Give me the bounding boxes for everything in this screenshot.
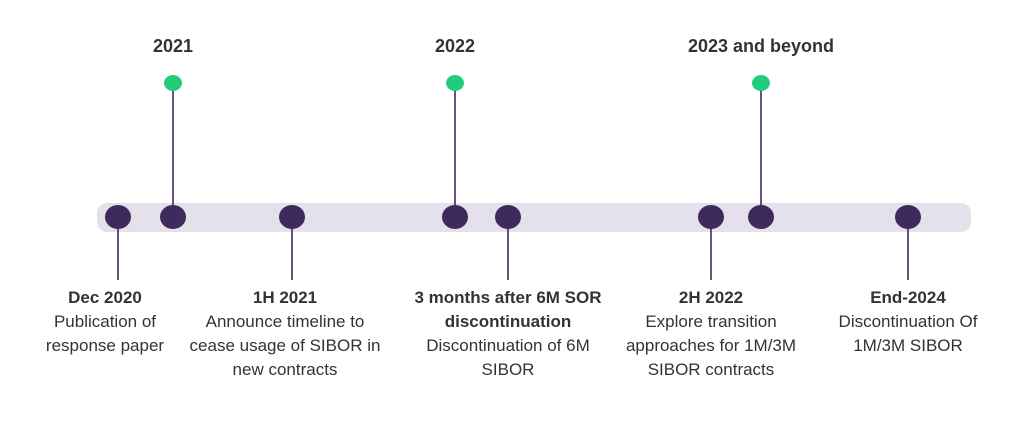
- year-marker-dot: [446, 75, 464, 91]
- timeline-dot: [105, 205, 131, 229]
- timeline-dot: [495, 205, 521, 229]
- milestone-description: Publication of response paper: [45, 312, 165, 355]
- timeline-dot: [698, 205, 724, 229]
- milestone-description: Announce timeline to cease usage of SIBO…: [189, 312, 381, 379]
- milestone-title: 3 months after 6M SOR discontinuation: [414, 288, 602, 331]
- timeline-dot: [442, 205, 468, 229]
- timeline-dot: [160, 205, 186, 229]
- milestone-title: 1H 2021: [252, 288, 318, 307]
- year-marker-dot: [752, 75, 770, 91]
- milestone-6m-sor: 3 months after 6M SOR discontinuation Di…: [398, 286, 618, 382]
- milestone-description: Discontinuation Of 1M/3M SIBOR: [838, 312, 978, 355]
- milestone-2h-2022: 2H 2022 Explore transition approaches fo…: [611, 286, 811, 382]
- year-label-2022: 2022: [434, 36, 476, 56]
- timeline-dot: [748, 205, 774, 229]
- milestone-title: Dec 2020: [68, 288, 142, 307]
- year-label-2021: 2021: [152, 36, 194, 56]
- milestone-dec-2020: Dec 2020 Publication of response paper: [30, 286, 180, 358]
- milestone-1h-2021: 1H 2021 Announce timeline to cease usage…: [185, 286, 385, 382]
- milestone-title: 2H 2022: [678, 288, 744, 307]
- milestone-title: End-2024: [870, 288, 946, 307]
- timeline-dot: [895, 205, 921, 229]
- year-marker-dot: [164, 75, 182, 91]
- milestone-description: Explore transition approaches for 1M/3M …: [625, 312, 797, 379]
- milestone-end-2024: End-2024 Discontinuation Of 1M/3M SIBOR: [828, 286, 988, 358]
- year-label-2023-beyond: 2023 and beyond: [687, 36, 835, 56]
- milestone-description: Discontinuation of 6M SIBOR: [426, 336, 590, 379]
- timeline-dot: [279, 205, 305, 229]
- timeline-track: [97, 203, 971, 232]
